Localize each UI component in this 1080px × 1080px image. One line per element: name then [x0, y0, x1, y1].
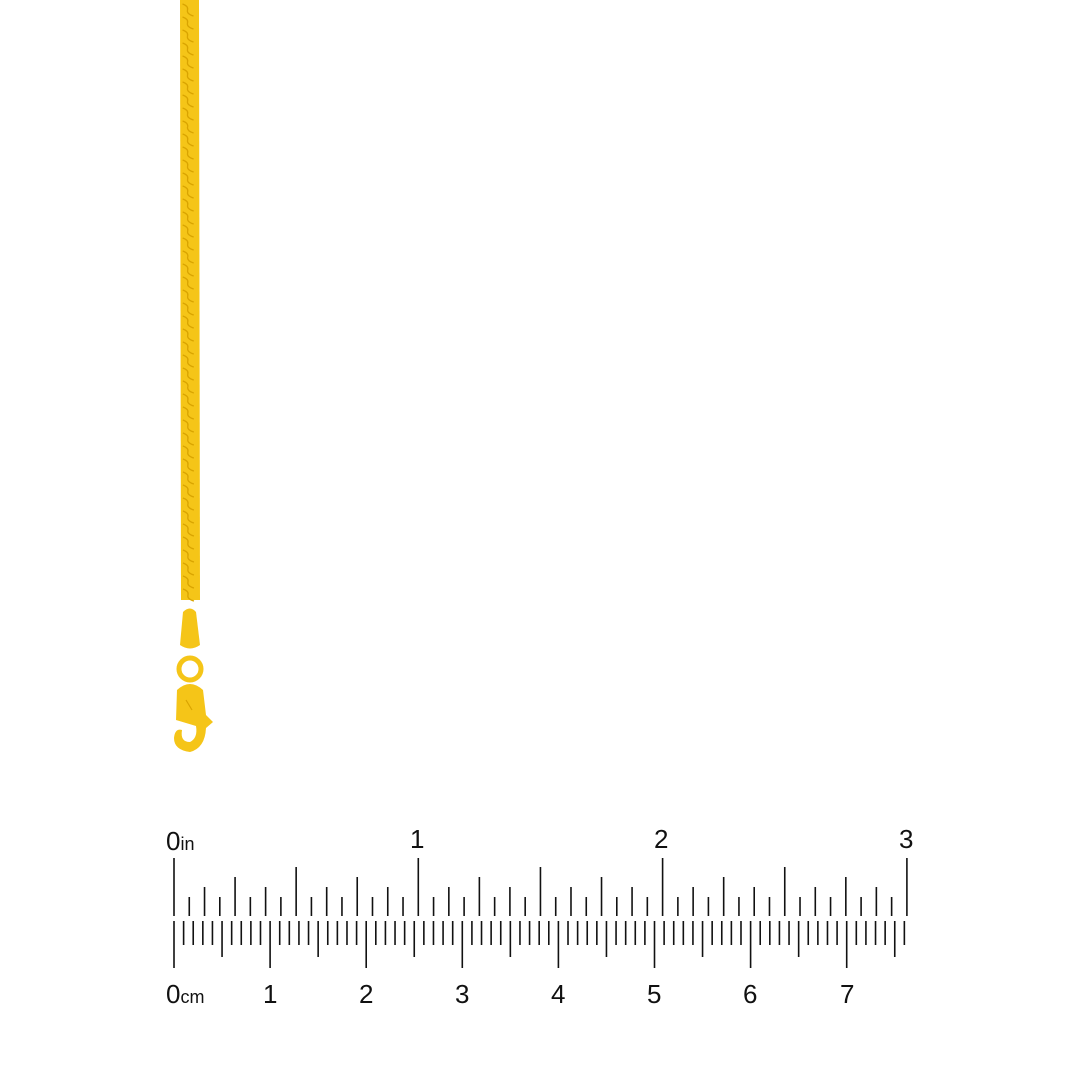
chain-link: [182, 263, 194, 277]
chain-link: [182, 510, 195, 524]
cm-label-5: 5: [647, 979, 662, 1009]
chain-link: [182, 432, 195, 446]
chain-link: [182, 68, 194, 82]
inch-label-3: 3: [899, 824, 914, 854]
clasp-highlight: [185, 699, 193, 711]
chain-link: [182, 146, 194, 160]
chain-link: [182, 29, 194, 43]
inch-label-2: 2: [654, 824, 669, 854]
cm-label-7: 7: [840, 979, 855, 1009]
chain-link: [182, 497, 195, 511]
chain-link: [182, 250, 194, 264]
cm-label-0: 0cm: [166, 979, 205, 1009]
chain-link: [182, 302, 194, 316]
chain-link: [182, 536, 195, 550]
clasp-bail: [180, 608, 200, 649]
chain-link: [182, 315, 194, 329]
chain-link: [182, 211, 194, 225]
cm-label-1: 1: [263, 979, 278, 1009]
chain-link: [182, 354, 194, 368]
chain-link: [182, 419, 195, 433]
chain-link: [182, 81, 194, 95]
chain-link: [182, 445, 195, 459]
jump-ring: [176, 655, 204, 683]
chain-link: [182, 159, 194, 173]
chain-link: [182, 289, 194, 303]
chain-link: [182, 107, 194, 121]
chain-link: [182, 133, 194, 147]
chain-link: [182, 224, 194, 238]
cm-label-6: 6: [743, 979, 758, 1009]
inch-label-1: 1: [410, 824, 425, 854]
chain-link: [182, 120, 194, 134]
chain-link: [182, 588, 195, 602]
chain-link: [182, 237, 194, 251]
chain-link: [182, 3, 194, 17]
chain-link: [182, 471, 195, 485]
chain-link: [182, 16, 194, 30]
chain-link: [182, 198, 194, 212]
cm-label-4: 4: [551, 979, 566, 1009]
chain-link: [182, 341, 194, 355]
chain-link: [182, 94, 194, 108]
chain-link: [182, 42, 194, 56]
chain-link: [182, 406, 195, 420]
chain-link: [182, 393, 195, 407]
chain-link: [182, 562, 195, 576]
chain-link: [182, 484, 195, 498]
chain-link: [182, 328, 194, 342]
chain-link: [182, 575, 195, 589]
inch-label-0: 0in: [166, 826, 195, 856]
lobster-clasp: [174, 684, 213, 752]
chain-link: [182, 172, 194, 186]
cm-label-3: 3: [455, 979, 470, 1009]
chain-link: [182, 185, 194, 199]
chain-link: [182, 276, 194, 290]
chain-link: [182, 55, 194, 69]
chain-link: [182, 549, 195, 563]
cm-label-2: 2: [359, 979, 374, 1009]
chain-link: [182, 523, 195, 537]
chain-link: [182, 367, 194, 381]
chain-link: [182, 458, 195, 472]
chain-link: [182, 380, 195, 394]
